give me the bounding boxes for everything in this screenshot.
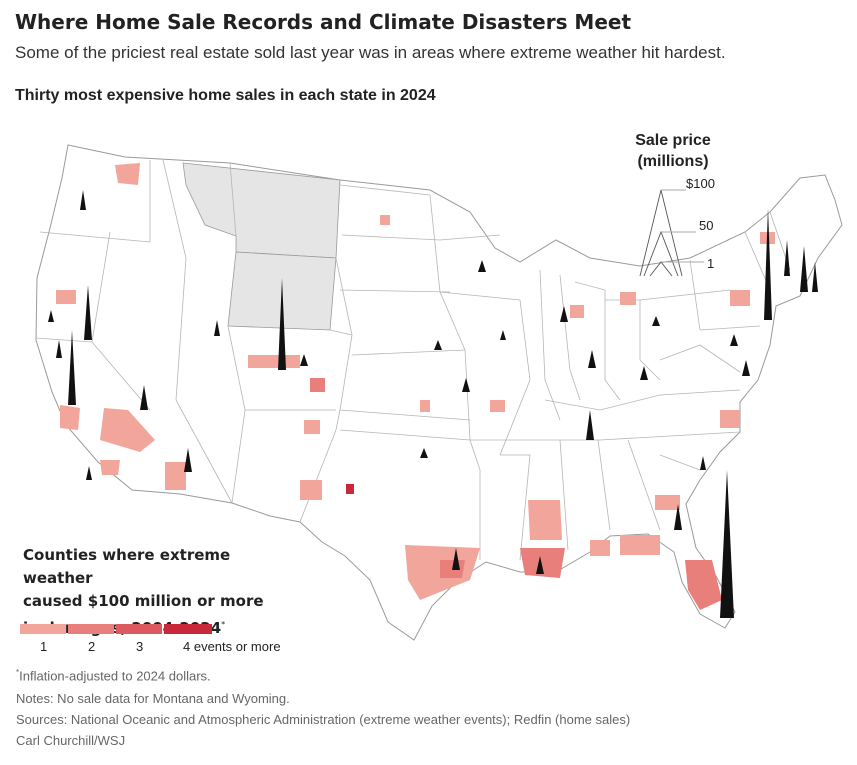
sale-spike: [700, 456, 706, 470]
sale-spike: [300, 354, 308, 366]
sale-spike: [478, 260, 486, 272]
county-patch: [590, 540, 610, 556]
damage-counties: [56, 163, 775, 610]
county-patch: [310, 378, 325, 392]
county-patch: [620, 292, 636, 305]
sale-spike: [742, 360, 750, 376]
county-patch: [520, 548, 565, 578]
size-legend-title-line1: Sale price: [635, 132, 711, 149]
sale-spike: [560, 306, 568, 322]
sale-spike: [652, 316, 660, 326]
legend-swatch-1: [20, 624, 66, 634]
county-patch: [100, 460, 120, 475]
county-patch: [528, 500, 562, 540]
sale-spike: [588, 350, 596, 368]
legend-label-2: 2: [88, 639, 96, 654]
footnote-inflation: *Inflation-adjusted to 2024 dollars.: [16, 668, 211, 684]
sale-spike: [278, 278, 286, 370]
sale-spike: [84, 285, 92, 340]
sale-spike: [800, 246, 808, 292]
sale-spike: [720, 470, 734, 618]
legend-label-3: 3: [136, 639, 144, 654]
sale-spike: [730, 334, 738, 346]
footnote-sources: Sources: National Oceanic and Atmospheri…: [16, 712, 631, 727]
size-tick-100: $100: [686, 176, 715, 191]
county-patch: [380, 215, 390, 225]
sale-spike: [140, 385, 148, 410]
sale-spike: [784, 240, 790, 276]
sale-spike: [48, 310, 54, 322]
county-patch: [420, 400, 430, 412]
county-patch: [56, 290, 76, 304]
sale-spike: [80, 190, 86, 210]
sale-spike: [452, 548, 460, 570]
sale-spike: [86, 466, 92, 480]
county-patch: [304, 420, 320, 434]
county-patch: [720, 410, 740, 428]
legend-label-4: 4 events or more: [183, 639, 281, 654]
size-legend-spikes: [639, 189, 704, 277]
sale-spike: [56, 340, 62, 358]
size-tick-1: 1: [707, 256, 715, 271]
state-borders: [35, 159, 791, 561]
headline: Where Home Sale Records and Climate Disa…: [15, 10, 632, 34]
county-patch: [300, 480, 322, 500]
sale-spike: [420, 448, 428, 458]
sale-spike: [764, 208, 772, 320]
county-patch: [115, 163, 140, 185]
county-patch: [620, 535, 660, 555]
legend-label-1: 1: [40, 639, 48, 654]
sale-spike: [674, 504, 682, 530]
county-patch: [165, 462, 186, 490]
county-patch: [346, 484, 354, 494]
map-title: Thirty most expensive home sales in each…: [15, 87, 436, 104]
sale-spikes: [48, 190, 818, 618]
size-legend-title: Sale price (millions): [628, 130, 718, 172]
county-patch: [60, 405, 80, 430]
footnote-marker: *: [221, 620, 226, 629]
legend-swatch-2: [68, 624, 114, 634]
sale-spike: [640, 366, 648, 380]
sale-spike: [536, 556, 544, 574]
footnote-notes: Notes: No sale data for Montana and Wyom…: [16, 691, 290, 706]
county-patch: [685, 560, 722, 610]
county-patch: [490, 400, 505, 412]
sale-spike: [812, 262, 818, 292]
sale-spike: [184, 448, 192, 472]
county-patch: [570, 305, 584, 318]
sale-spike: [462, 378, 470, 392]
county-patch: [730, 290, 750, 306]
sale-spike: [500, 330, 506, 340]
sale-spike: [214, 320, 220, 336]
sale-spike: [68, 330, 76, 405]
size-legend-title-line2: (millions): [637, 153, 709, 170]
subheadline: Some of the priciest real estate sold la…: [15, 43, 726, 62]
legend-swatch-4: [164, 624, 212, 634]
size-tick-50: 50: [699, 218, 714, 233]
credit: Carl Churchill/WSJ: [16, 733, 126, 748]
sale-spike: [434, 340, 442, 350]
county-patch: [655, 495, 680, 510]
color-legend-title-line1: Counties where extreme weather: [23, 546, 231, 587]
sale-spike: [586, 410, 594, 440]
montana-no-data: [182, 162, 341, 259]
color-legend-title-line2: caused $100 million or more: [23, 592, 264, 610]
county-patch: [100, 408, 155, 452]
legend-swatch-3: [116, 624, 162, 634]
county-patch: [248, 355, 300, 368]
